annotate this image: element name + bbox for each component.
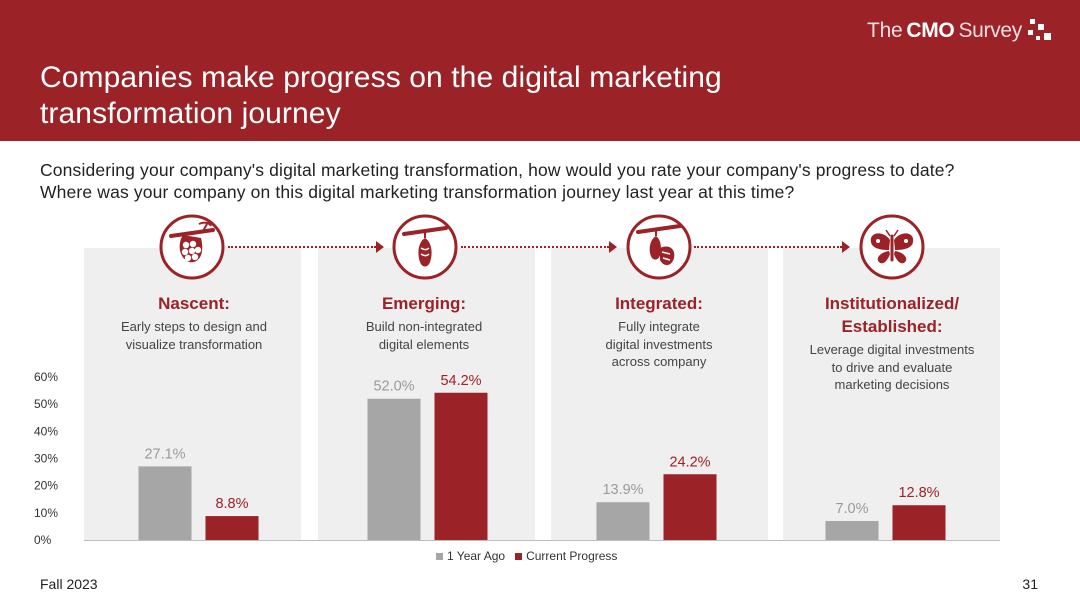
stage-name: Nascent: xyxy=(158,294,230,313)
stage-description-line: digital investments xyxy=(605,336,713,352)
stage-description-line: visualize transformation xyxy=(125,336,263,352)
legend-label-current: Current Progress xyxy=(526,549,618,563)
journey-arrow-2 xyxy=(461,246,609,248)
header-banner: The CMO Survey Companies make progress o… xyxy=(0,0,1080,141)
legend-item-prior: 1 Year Ago xyxy=(436,549,505,563)
stage-description-line: across company xyxy=(611,354,707,369)
y-tick-label: 50% xyxy=(34,397,58,411)
legend-label-prior: 1 Year Ago xyxy=(447,549,506,563)
stage-panel-nascent xyxy=(84,248,301,540)
page-number: 31 xyxy=(1022,576,1038,592)
brand-survey: Survey xyxy=(958,19,1022,42)
brand-logo: The CMO Survey xyxy=(867,18,1054,44)
emerging-butterfly-icon xyxy=(626,214,692,280)
stage-description-line: Leverage digital investments xyxy=(809,342,975,357)
stage-description-line: Early steps to design and xyxy=(121,319,267,334)
footer-edition: Fall 2023 xyxy=(40,576,98,592)
stage-heading-emerging: Emerging: Build non-integrated digital e… xyxy=(304,292,544,353)
stage-description-line: Fully integrate xyxy=(618,319,700,334)
stage-description: Fully integrate digital investments acro… xyxy=(539,318,779,371)
stage-name-line: Institutionalized/ xyxy=(824,294,960,313)
journey-arrow-3 xyxy=(694,246,842,248)
y-tick-label: 40% xyxy=(34,424,58,438)
y-tick-label: 30% xyxy=(34,452,58,466)
stage-heading-established: Institutionalized/ Established: Leverage… xyxy=(772,292,1012,394)
title-line-1: Companies make progress on the digital m… xyxy=(40,61,722,94)
stage-heading-integrated: Integrated: Fully integrate digital inve… xyxy=(539,292,779,371)
y-tick-label: 20% xyxy=(34,479,58,493)
legend-swatch-prior xyxy=(436,552,443,560)
stage-description-line: marketing decisions xyxy=(834,377,950,392)
eggs-on-branch-icon xyxy=(159,214,225,280)
title-line-2: transformation journey xyxy=(40,97,341,130)
stage-description: Leverage digital investments to drive an… xyxy=(772,341,1012,394)
stage-name: Integrated: xyxy=(615,294,703,313)
stage-description: Early steps to design and visualize tran… xyxy=(74,318,314,353)
stage-description-line: to drive and evaluate xyxy=(831,359,953,375)
stage-name: Emerging: xyxy=(381,294,467,313)
legend-swatch-current xyxy=(515,552,523,560)
page-title: Companies make progress on the digital m… xyxy=(40,60,860,132)
arrow-head-icon xyxy=(609,241,617,253)
survey-question: Considering your company's digital marke… xyxy=(40,160,955,202)
arrow-head-icon xyxy=(842,241,850,253)
stage-heading-nascent: Nascent: Early steps to design and visua… xyxy=(74,292,314,353)
stage-description: Build non-integrated digital elements xyxy=(304,318,544,353)
butterfly-icon xyxy=(859,214,925,280)
stage-panel-established xyxy=(783,248,1000,540)
y-tick-label: 60% xyxy=(34,370,58,384)
chrysalis-icon xyxy=(392,214,458,280)
arrow-head-icon xyxy=(376,241,384,253)
brand-dots-icon xyxy=(1024,18,1054,44)
legend-item-current: Current Progress xyxy=(515,549,617,563)
stage-description-line: Build non-integrated xyxy=(365,319,483,334)
y-tick-label: 0% xyxy=(34,533,52,547)
y-tick-label: 10% xyxy=(34,506,58,520)
journey-arrow-1 xyxy=(228,246,376,248)
stage-panel-emerging xyxy=(318,248,535,540)
brand-the: The xyxy=(867,19,903,42)
stage-name-line: Established: xyxy=(841,317,943,336)
brand-cmo: CMO xyxy=(906,19,955,42)
stage-name: Institutionalized/ Established: xyxy=(772,292,1012,338)
stage-description-line: digital elements xyxy=(378,336,470,352)
stage-panel-integrated xyxy=(551,248,768,540)
chart-legend: 1 Year Ago Current Progress xyxy=(436,549,627,563)
